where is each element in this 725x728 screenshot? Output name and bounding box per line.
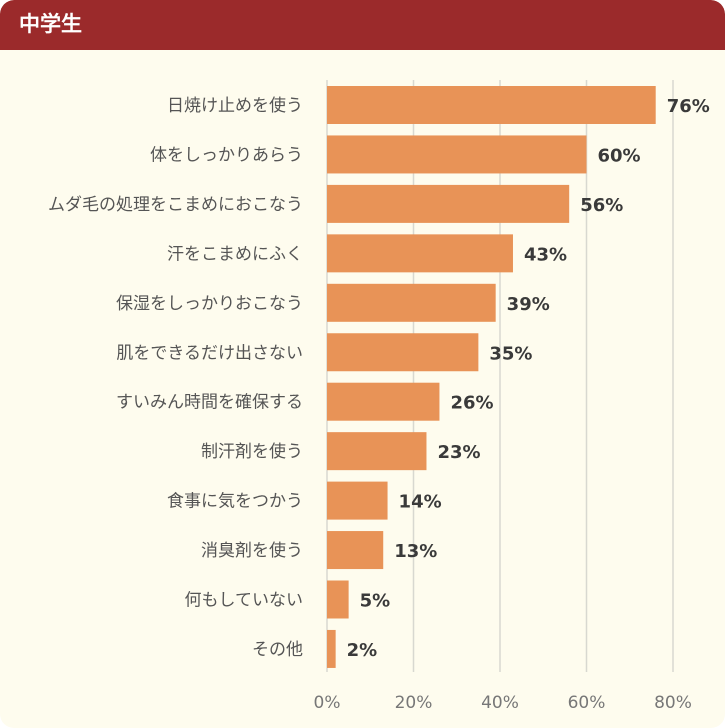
bar xyxy=(327,333,479,372)
value-label: 5% xyxy=(360,591,391,612)
value-label: 43% xyxy=(524,244,567,265)
category-label: すいみん時間を確保する xyxy=(116,393,303,413)
category-label: 汗をこまめにふく xyxy=(167,244,303,264)
value-label: 56% xyxy=(580,195,623,216)
bar xyxy=(327,432,427,471)
bar xyxy=(327,184,570,223)
value-label: 23% xyxy=(437,442,480,463)
category-label: その他 xyxy=(252,640,303,660)
bar xyxy=(327,629,336,668)
x-tick-label: 0% xyxy=(314,693,341,713)
value-label: 39% xyxy=(507,294,550,315)
bar xyxy=(327,283,496,322)
grid-layer xyxy=(326,80,674,672)
category-label: 日焼け止めを使う xyxy=(167,95,303,116)
category-label: 制汗剤を使う xyxy=(201,441,303,462)
category-label: 何もしていない xyxy=(185,591,304,611)
bar xyxy=(327,382,440,421)
x-tick-label: 40% xyxy=(481,693,519,713)
category-label: 食事に気をつかう xyxy=(167,492,303,512)
value-label: 76% xyxy=(667,96,710,117)
value-label: 60% xyxy=(598,145,641,166)
category-label: 保湿をしっかりおこなう xyxy=(116,294,303,314)
chart-header: 中学生 xyxy=(0,0,725,50)
category-label: ムダ毛の処理をこまめにおこなう xyxy=(48,195,303,215)
x-tick-label: 60% xyxy=(568,693,606,713)
value-label: 35% xyxy=(489,343,532,364)
label-layer: 0% 20% 40% 60% 80% 日焼け止めを使う 76% 体をしっかりあらう 60% ムダ毛… xyxy=(48,95,710,713)
value-label: 13% xyxy=(394,541,437,562)
bar xyxy=(327,481,388,520)
bar xyxy=(327,135,587,174)
bar xyxy=(327,580,349,619)
chart-header-title: 中学生 xyxy=(19,12,82,36)
category-label: 肌をできるだけ出さない xyxy=(116,343,303,363)
value-label: 26% xyxy=(450,393,493,414)
bar xyxy=(327,531,384,570)
bar xyxy=(327,86,656,124)
value-label: 2% xyxy=(347,640,378,661)
category-label: 消臭剤を使う xyxy=(201,540,303,561)
bar xyxy=(327,234,513,273)
x-tick-label: 20% xyxy=(395,693,433,713)
category-label: 体をしっかりあらう xyxy=(150,145,303,165)
x-tick-label: 80% xyxy=(654,693,692,713)
bar-layer xyxy=(327,86,656,668)
value-label: 14% xyxy=(399,492,442,513)
